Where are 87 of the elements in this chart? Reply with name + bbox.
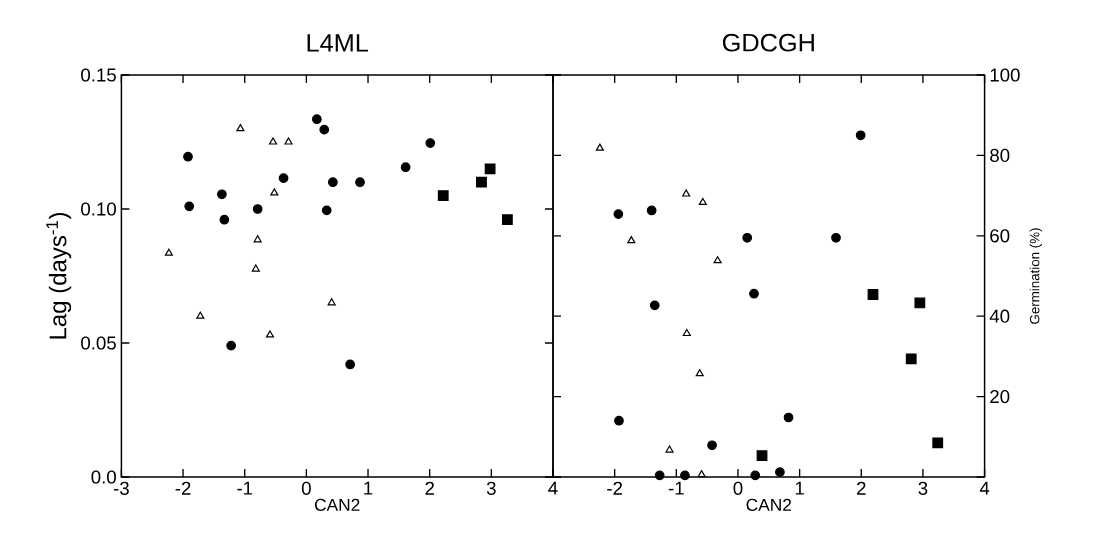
point xyxy=(649,300,660,311)
point xyxy=(775,467,785,478)
point xyxy=(164,248,173,256)
y-tick-label: 0.15 xyxy=(81,68,116,82)
y2-tick-label: 100 xyxy=(990,68,1020,82)
x-tick-label: 4 xyxy=(548,481,558,495)
point xyxy=(680,470,690,481)
y2-tick-label: 40 xyxy=(989,309,1010,323)
point xyxy=(265,330,275,338)
y2-tick-label: 60 xyxy=(990,229,1010,243)
point xyxy=(251,264,260,272)
point xyxy=(756,450,768,462)
x-tick-label: 4 xyxy=(979,481,990,495)
point xyxy=(484,163,496,175)
x-tick-label: -1 xyxy=(668,481,684,495)
x-tick-label: -3 xyxy=(113,481,129,495)
point xyxy=(749,288,759,299)
point xyxy=(682,189,691,197)
point xyxy=(665,445,674,453)
x-tick-label: 0 xyxy=(733,481,743,495)
point xyxy=(905,353,917,365)
point xyxy=(400,162,411,173)
point xyxy=(219,214,230,225)
point xyxy=(321,205,332,216)
point xyxy=(284,137,293,145)
point xyxy=(595,143,604,151)
point xyxy=(627,236,636,244)
point xyxy=(867,289,879,300)
point xyxy=(698,197,707,206)
x-tick-label: 3 xyxy=(918,481,928,495)
point xyxy=(695,369,704,377)
point xyxy=(614,415,624,426)
x-tick-label: 2 xyxy=(425,481,434,495)
point xyxy=(932,437,944,449)
chart-title: GDCGH xyxy=(722,33,814,52)
point xyxy=(253,235,262,243)
point xyxy=(646,205,657,216)
point xyxy=(742,232,753,243)
x-tick-label: -2 xyxy=(175,481,191,495)
point xyxy=(855,130,866,141)
point xyxy=(697,469,706,478)
x-tick-label: 3 xyxy=(486,481,496,495)
y-axis-title: Lag (days$^{-1}$) xyxy=(46,212,72,339)
point xyxy=(311,114,322,125)
point xyxy=(476,176,487,188)
x-tick-label: 1 xyxy=(364,481,373,495)
point xyxy=(654,470,665,481)
point xyxy=(319,124,330,135)
point xyxy=(226,340,237,351)
point xyxy=(682,328,691,337)
point xyxy=(707,440,717,451)
x-axis-title: CAN2 xyxy=(314,498,360,512)
x-tick-label: -2 xyxy=(607,481,623,495)
y-tick-label: 0.0 xyxy=(91,470,116,484)
point xyxy=(270,188,279,196)
chart-title: L4ML xyxy=(307,34,369,52)
x-tick-label: 2 xyxy=(857,481,866,495)
point xyxy=(184,201,195,212)
point xyxy=(217,189,227,200)
point xyxy=(750,470,761,481)
point xyxy=(327,298,336,306)
y2-tick-label: 20 xyxy=(990,389,1010,404)
point xyxy=(345,359,356,370)
point xyxy=(914,297,926,309)
point xyxy=(437,190,449,201)
y2-axis-title: Germination (%) xyxy=(1029,228,1043,324)
x-tick-label: -1 xyxy=(237,481,253,495)
x-tick-label: 0 xyxy=(301,481,311,495)
point xyxy=(783,412,794,423)
y-tick-label: 0.10 xyxy=(81,202,116,216)
point xyxy=(252,204,263,214)
point xyxy=(831,232,841,243)
x-axis-title: CAN2 xyxy=(746,498,792,512)
point xyxy=(183,151,193,162)
point xyxy=(425,138,436,148)
point xyxy=(278,173,289,184)
point xyxy=(613,209,624,219)
point xyxy=(269,137,278,145)
point xyxy=(501,214,513,226)
point xyxy=(713,256,722,264)
point xyxy=(328,177,338,188)
y2-tick-label: 80 xyxy=(990,148,1010,163)
point xyxy=(196,311,205,319)
y-tick-label: 0.05 xyxy=(81,336,116,350)
point xyxy=(236,124,245,132)
point xyxy=(355,177,365,188)
x-tick-label: 1 xyxy=(795,481,804,495)
